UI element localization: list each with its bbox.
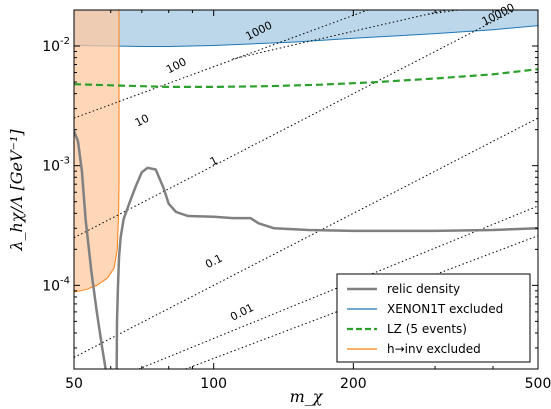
axis-ticks: 50 100 200 500 10-4 10-3 10-2 (42, 9, 551, 392)
x-tick-label: 200 (340, 376, 367, 392)
legend-label-0: relic density (387, 282, 460, 296)
exclusion-regions (74, 10, 538, 293)
legend: relic density XENON1T excluded LZ (5 event… (336, 273, 531, 363)
series-lz-5-events--0 (74, 68, 538, 89)
legend-label-3: h→inv excluded (387, 342, 481, 356)
legend-label-1: XENON1T excluded (387, 302, 503, 316)
y-axis-label: λ_hχ/Λ [GeV⁻¹] (7, 129, 26, 252)
contour-label-10: 10 (133, 112, 151, 130)
y-tick-label: 10-4 (42, 275, 70, 294)
x-tick-label: 100 (200, 376, 227, 392)
y-tick-label: 10-3 (42, 156, 70, 175)
x-tick-label: 500 (525, 376, 551, 392)
series-relic-density-0 (74, 130, 107, 369)
region-edge-0 (74, 25, 538, 47)
plot-frame (73, 9, 539, 370)
contour-line-100 (74, 10, 369, 119)
x-axis-label: m_χ (290, 387, 324, 406)
contour-line-1000 (232, 10, 449, 60)
region-edge-1 (74, 10, 120, 293)
y-tick-label: 10-2 (42, 36, 70, 55)
data-series (74, 68, 538, 369)
region-fill-1 (74, 10, 119, 292)
contour-line-1 (74, 117, 538, 358)
region-fill-0 (74, 10, 538, 47)
contour-line-10 (74, 10, 517, 239)
x-tick-label: 50 (65, 376, 83, 392)
legend-label-2: LZ (5 events) (387, 322, 467, 336)
series-relic-density-1 (115, 166, 538, 369)
